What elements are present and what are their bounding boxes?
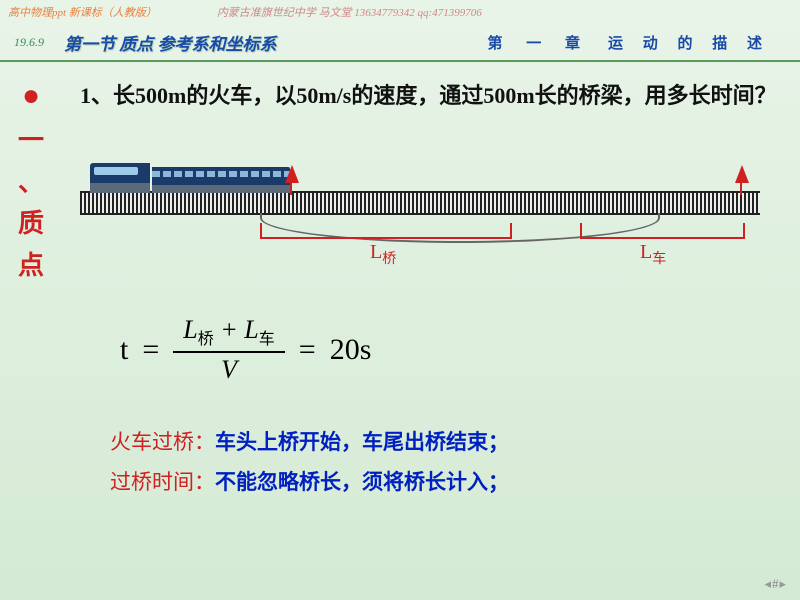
eq-eq2: = [299, 333, 316, 367]
arrow-right-icon [735, 165, 749, 183]
eq-denominator: V [221, 353, 237, 385]
train-icon [90, 163, 290, 193]
arrow-left-icon [285, 165, 299, 183]
note1-text: 车头上桥开始，车尾出桥结束； [215, 430, 509, 454]
note2-label: 过桥时间： [110, 470, 215, 494]
eq-result: 20s [330, 333, 372, 367]
cars-icon [152, 167, 290, 193]
bullet-icon: ● [22, 72, 40, 120]
side-4: 点 [18, 245, 44, 287]
eq-t: t [120, 333, 128, 367]
topbar: 高中物理ppt 新课标（人教版） 内蒙古准旗世纪中学 马文堂 136347793… [0, 0, 800, 24]
equation: t = L桥 + L车 V = 20s [120, 315, 780, 385]
content: 1、长500m的火车，以50m/s的速度，通过500m长的桥梁，用多长时间？ L… [80, 78, 780, 503]
label-train: L车 [640, 241, 666, 268]
side-2: 、 [18, 162, 44, 204]
chapter: 第 一 章 [487, 32, 590, 53]
bracket-bridge [260, 223, 512, 239]
eq-numerator: L桥 + L车 [173, 315, 285, 353]
page-number: # [764, 576, 786, 592]
side-label: ● 一 、 质 点 [18, 72, 44, 286]
diagram: L桥 L车 [80, 143, 760, 263]
chapter-desc: 运 动 的 描 述 [608, 32, 770, 53]
eq-fraction: L桥 + L车 V [173, 315, 285, 385]
topbar-left: 高中物理ppt 新课标（人教版） [8, 4, 157, 20]
arrow-left-stem [290, 183, 292, 195]
label-bridge: L桥 [370, 241, 396, 268]
date: 19.6.9 [14, 35, 44, 50]
note2-text: 不能忽略桥长，须将桥长计入； [215, 470, 509, 494]
bracket-train [580, 223, 745, 239]
eq-eq1: = [142, 333, 159, 367]
side-3: 质 [18, 203, 44, 245]
section-title: 第一节 质点 参考系和坐标系 [64, 30, 277, 55]
note1-label: 火车过桥： [110, 430, 215, 454]
topbar-right: 内蒙古准旗世纪中学 马文堂 13634779342 qq:471399706 [217, 4, 482, 20]
track-icon [80, 191, 760, 215]
note-row-1: 火车过桥：车头上桥开始，车尾出桥结束； [110, 423, 780, 463]
side-1: 一 [18, 120, 44, 162]
notes: 火车过桥：车头上桥开始，车尾出桥结束； 过桥时间：不能忽略桥长，须将桥长计入； [110, 423, 780, 503]
problem-text: 1、长500m的火车，以50m/s的速度，通过500m长的桥梁，用多长时间？ [80, 78, 780, 113]
note-row-2: 过桥时间：不能忽略桥长，须将桥长计入； [110, 463, 780, 503]
arrow-right-stem [740, 183, 742, 195]
locomotive-icon [90, 163, 150, 193]
header: 19.6.9 第一节 质点 参考系和坐标系 第 一 章 运 动 的 描 述 [0, 24, 800, 62]
